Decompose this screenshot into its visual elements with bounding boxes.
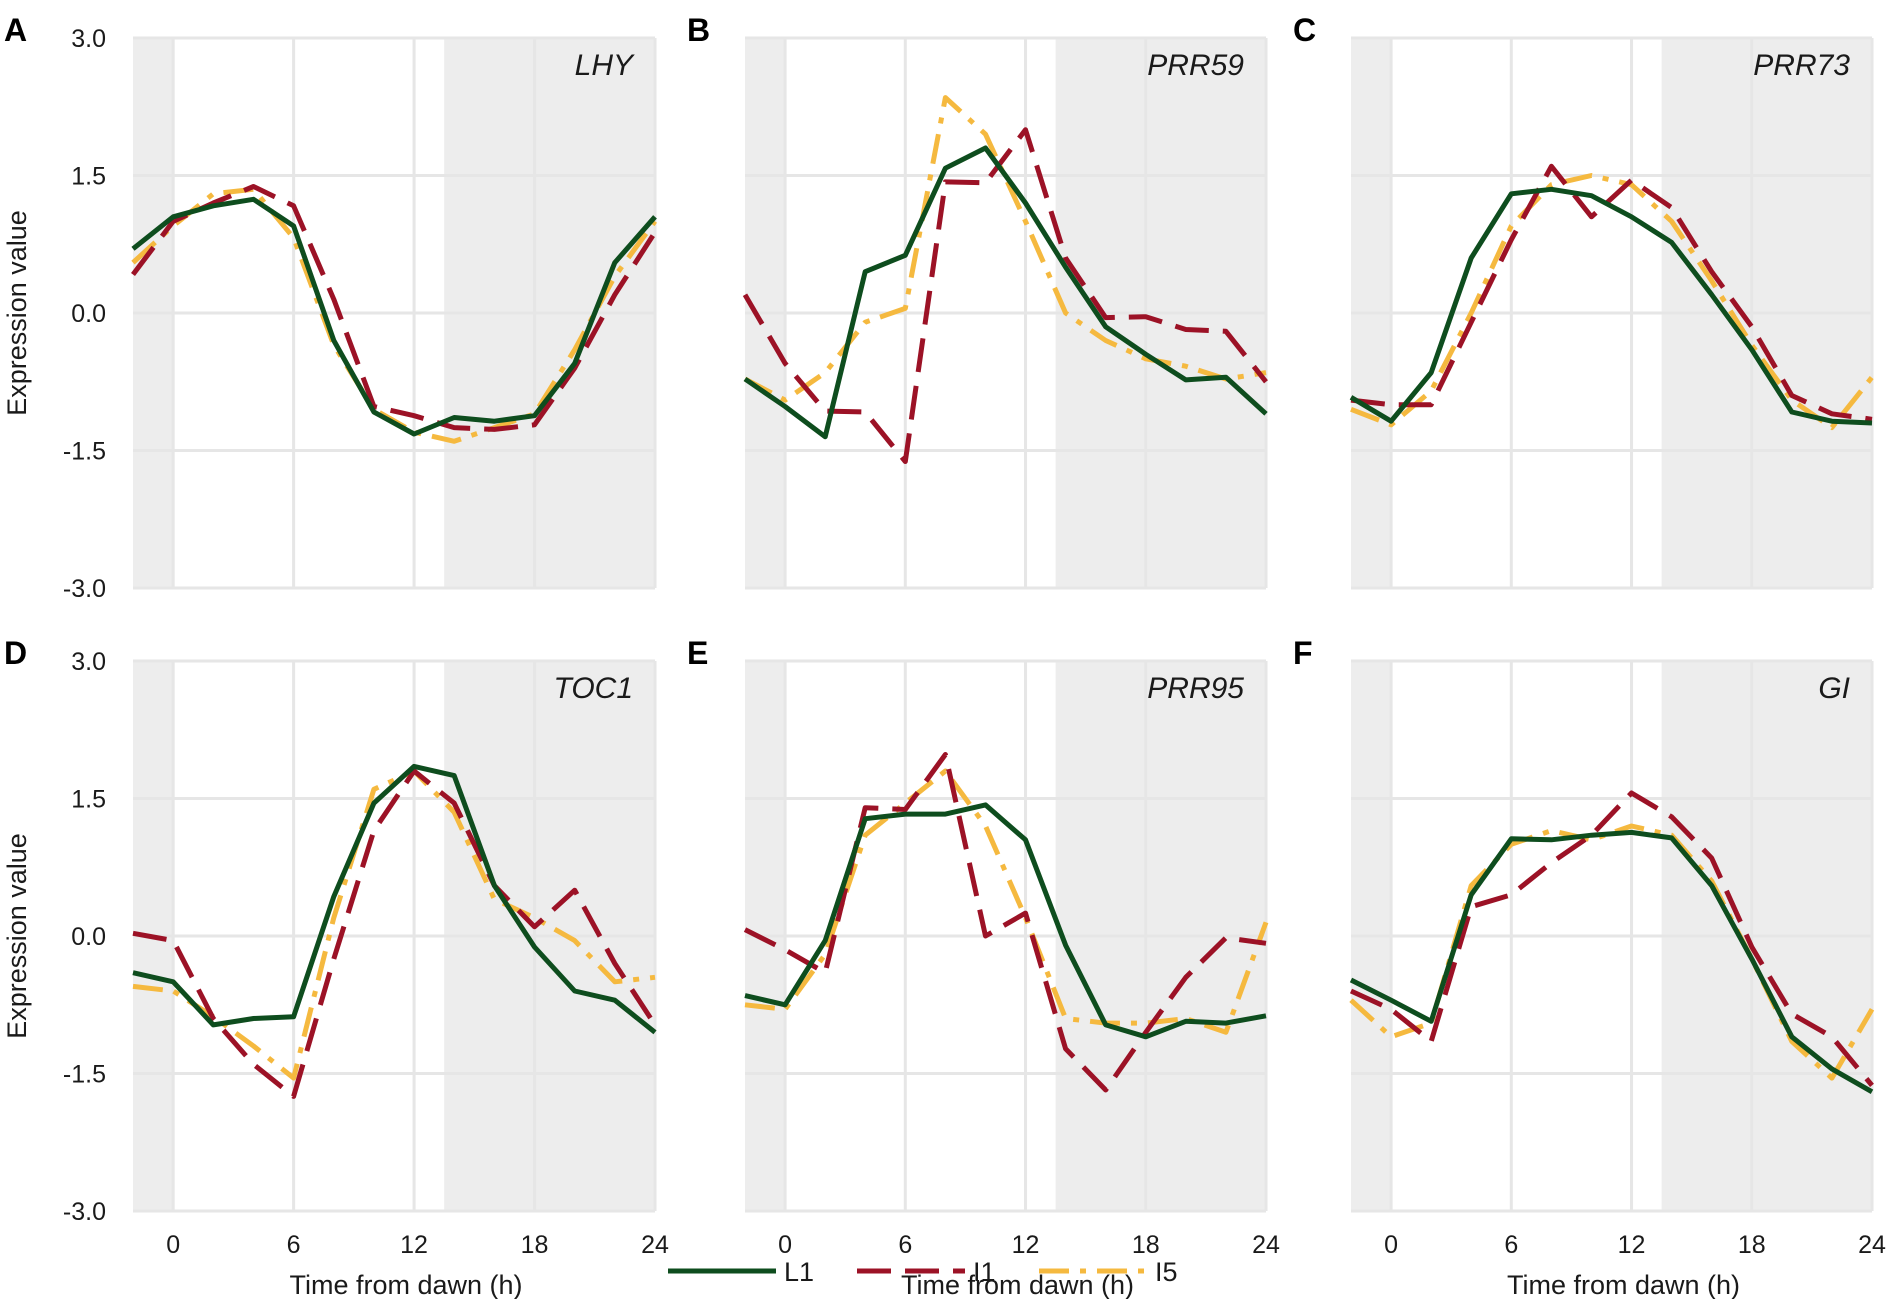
x-tick-label: 0 [166, 1231, 180, 1259]
y-tick-label: -3.0 [63, 575, 106, 603]
series-line-i1 [131, 184, 658, 432]
y-tick-label: 1.5 [71, 786, 106, 814]
gene-label: PRR95 [1147, 672, 1244, 705]
x-tick-label: 6 [898, 1231, 912, 1259]
series-line-i5 [743, 95, 1267, 403]
gene-label: TOC1 [554, 672, 633, 705]
series-line-l1 [743, 145, 1268, 440]
panel-letter: A [4, 12, 27, 48]
gene-label: GI [1818, 672, 1850, 705]
panel-letter: C [1293, 12, 1316, 48]
panel-a: 3.0 1.5 0.0 -1.5 -3.0 A LHY Expression value [2, 12, 658, 603]
y-tick-label: -1.5 [63, 1061, 106, 1089]
series-line-i1 [1350, 163, 1873, 422]
x-axis-title: Time from dawn (h) [901, 1270, 1134, 1299]
series-line-i5 [744, 768, 1269, 1035]
series-line-l1 [744, 802, 1267, 1040]
series-line-l1 [1349, 829, 1874, 1094]
series-line-l1 [1349, 186, 1873, 426]
x-tick-label: 0 [778, 1231, 792, 1259]
series-line-i1 [1349, 790, 1874, 1087]
y-tick-label: 3.0 [71, 25, 106, 53]
panel-letter: E [687, 635, 708, 671]
x-tick-label: 6 [287, 1231, 301, 1259]
x-tick-label: 18 [1738, 1231, 1766, 1259]
x-tick-label: 24 [641, 1231, 669, 1259]
panel-letter: B [687, 12, 710, 48]
legend-label: I5 [1155, 1257, 1178, 1287]
legend-label: I1 [973, 1257, 996, 1287]
x-tick-label: 24 [1858, 1231, 1886, 1259]
panel-e: 0 6 12 18 24 E PRR95 Time from dawn (h) [687, 635, 1280, 1299]
y-tick-label: 3.0 [71, 648, 106, 676]
legend: L1 I1 I5 [668, 1257, 1178, 1287]
x-tick-label: 18 [1132, 1231, 1160, 1259]
panel-c: C PRR73 [1293, 12, 1874, 590]
gene-label: PRR59 [1147, 49, 1244, 82]
series-line-i1 [743, 752, 1267, 1093]
legend-item-l1: L1 [668, 1257, 814, 1287]
panel-b: B PRR59 [687, 12, 1268, 590]
x-tick-label: 12 [400, 1231, 428, 1259]
legend-label: L1 [784, 1257, 814, 1287]
panel-letter: D [4, 635, 27, 671]
panel-d: 3.0 1.5 0.0 -1.5 -3.0 0 6 12 18 24 D TOC1 Time from … [2, 635, 669, 1299]
panel-f: 0 6 12 18 24 F GI Time from dawn (h) [1293, 635, 1886, 1299]
x-tick-label: 0 [1384, 1231, 1398, 1259]
y-axis-title: Expression value [2, 210, 32, 416]
x-tick-label: 6 [1504, 1231, 1518, 1259]
legend-item-i1: I1 [857, 1257, 996, 1287]
panels: 3.0 1.5 0.0 -1.5 -3.0 A LHY Expression value B PR… [2, 12, 1886, 1299]
x-axis-title: Time from dawn (h) [289, 1270, 522, 1299]
y-tick-label: 1.5 [71, 163, 106, 191]
series-line-i5 [132, 768, 656, 1081]
x-tick-label: 12 [1012, 1231, 1040, 1259]
gene-label: PRR73 [1753, 49, 1850, 82]
panel-letter: F [1293, 635, 1313, 671]
series-line-l1 [131, 196, 657, 437]
y-tick-label: 0.0 [71, 923, 106, 951]
series-line-l1 [132, 763, 657, 1035]
series-line-i1 [132, 768, 658, 1099]
x-tick-label: 24 [1252, 1231, 1280, 1259]
legend-item-i5: I5 [1039, 1257, 1178, 1287]
x-axis-title: Time from dawn (h) [1507, 1270, 1740, 1299]
gene-label: LHY [575, 49, 635, 82]
y-tick-label: -1.5 [63, 438, 106, 466]
x-tick-label: 18 [521, 1231, 549, 1259]
y-axis-title: Expression value [2, 833, 32, 1039]
x-tick-label: 12 [1618, 1231, 1646, 1259]
y-tick-label: 0.0 [71, 300, 106, 328]
y-tick-label: -3.0 [63, 1198, 106, 1226]
